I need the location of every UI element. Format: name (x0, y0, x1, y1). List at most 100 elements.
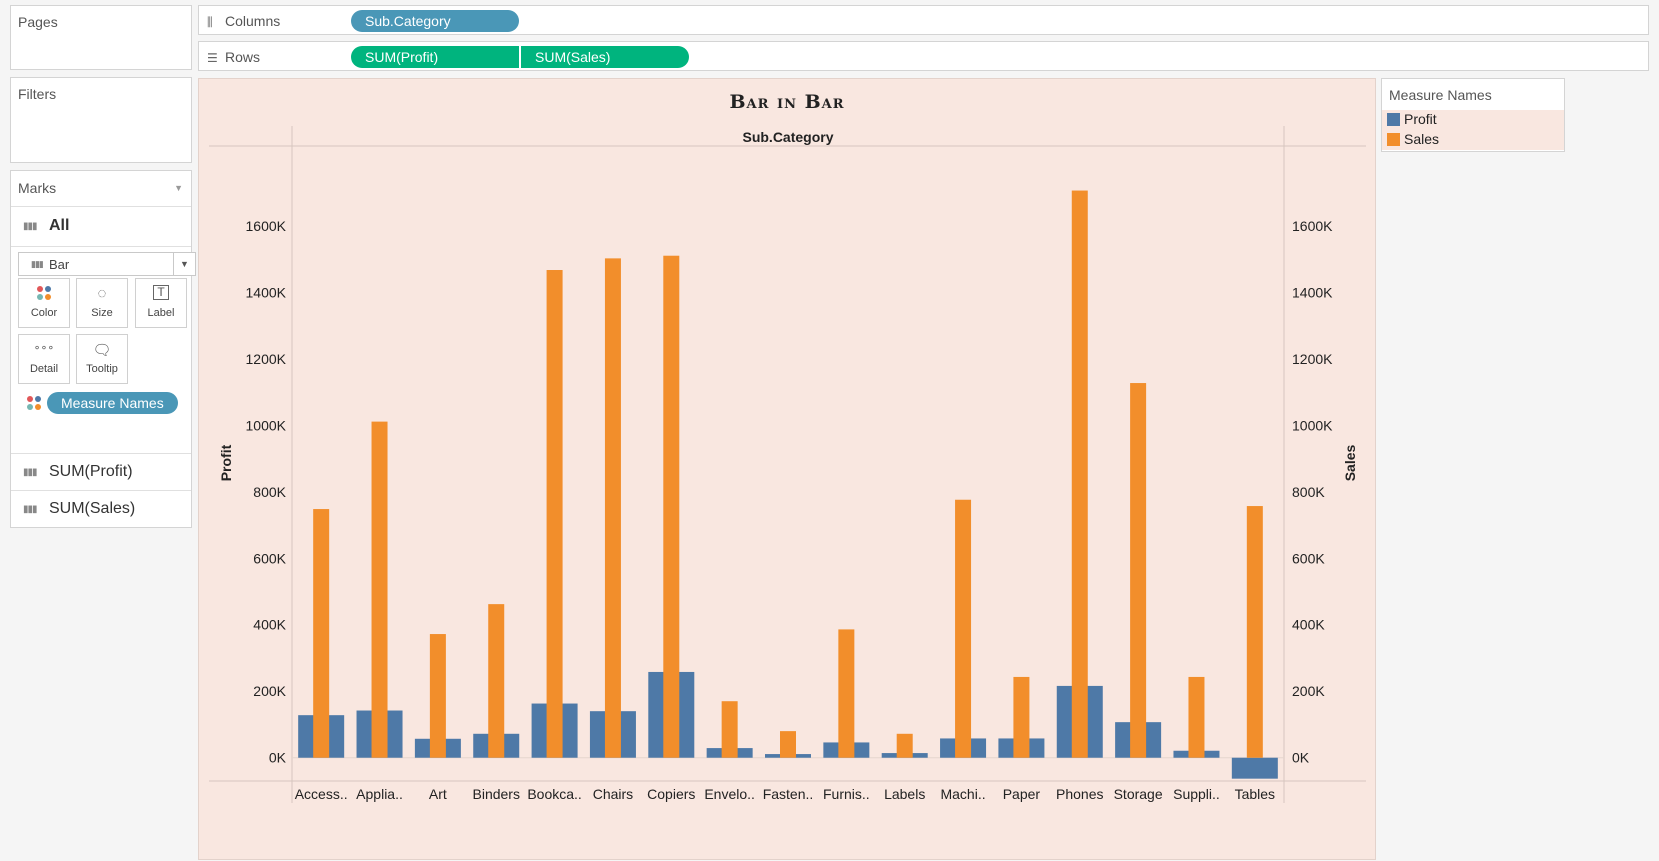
sum-profit-pill[interactable]: SUM(Profit) (351, 46, 519, 68)
label-button-label: Label (147, 307, 175, 319)
sales-bar (838, 629, 855, 758)
marks-card: Marks ▼ ▮▮▮ All ▮▮▮ Bar ▼ Color ◌ Size T… (10, 170, 196, 529)
marks-all-label: All (49, 217, 70, 234)
x-tick-label: Access.. (295, 786, 348, 802)
x-tick-label: Suppli.. (1173, 786, 1220, 802)
y-tick-left: 1400K (246, 284, 287, 300)
columns-shelf[interactable]: ⫼ Columns Sub.Category (198, 5, 1649, 35)
y-tick-left: 200K (253, 683, 286, 699)
y-tick-left: 1600K (246, 218, 287, 234)
sales-bar (896, 733, 913, 758)
legend-label-sales: Sales (1404, 131, 1440, 147)
marks-profit-label: SUM(Profit) (49, 463, 133, 480)
color-icon (19, 285, 69, 305)
legend-item-profit[interactable]: Profit (1382, 110, 1564, 130)
x-tick-label: Envelo.. (704, 786, 755, 802)
color-field-icon (26, 395, 42, 416)
legend-swatch-sales (1387, 133, 1400, 146)
bar-chart-icon: ▮▮▮ (23, 467, 37, 478)
sub-category-pill[interactable]: Sub.Category (351, 10, 519, 32)
legend-title: Measure Names (1389, 87, 1492, 103)
y-tick-right: 0K (1292, 750, 1310, 766)
x-tick-label: Tables (1235, 786, 1275, 802)
sales-bar (663, 255, 680, 758)
sales-bar (488, 604, 505, 758)
label-button[interactable]: T Label (135, 278, 187, 328)
sales-bar (1246, 506, 1263, 758)
mark-type-value: Bar (49, 257, 70, 272)
x-tick-label: Fasten.. (763, 786, 814, 802)
y-tick-right: 1600K (1292, 218, 1333, 234)
column-header: Sub.Category (742, 129, 833, 145)
filters-card-title: Filters (18, 86, 57, 102)
marks-profit-row[interactable]: ▮▮▮ SUM(Profit) (11, 453, 191, 491)
sales-bar (1188, 676, 1205, 758)
sum-sales-pill[interactable]: SUM(Sales) (521, 46, 689, 68)
y-tick-right: 1000K (1292, 417, 1333, 433)
legend-item-sales[interactable]: Sales (1382, 130, 1564, 150)
tooltip-icon: 🗨 (92, 342, 112, 359)
chart-view: Bar in Bar Sub.Category 0K 0K 200K 200K 400K 4… (198, 78, 1376, 860)
y-tick-left: 600K (253, 550, 286, 566)
x-tick-label: Binders (473, 786, 520, 802)
x-tick-label: Chairs (593, 786, 633, 802)
x-tick-label: Bookca.. (527, 786, 581, 802)
sales-bar (955, 499, 972, 758)
legend-label-profit: Profit (1404, 111, 1437, 127)
sales-bar (429, 634, 446, 758)
bar-chart-icon: ▮▮▮ (31, 259, 44, 269)
tooltip-button[interactable]: 🗨 Tooltip (76, 334, 128, 384)
chevron-down-icon[interactable]: ▼ (173, 253, 195, 275)
text-label-icon: T (136, 285, 186, 305)
filters-card[interactable]: Filters (10, 77, 192, 163)
x-tick-label: Paper (1003, 786, 1041, 802)
rows-shelf-label: ☰ Rows (207, 49, 260, 65)
sales-bar (546, 270, 563, 758)
x-tick-label: Copiers (647, 786, 695, 802)
y-tick-right: 800K (1292, 484, 1325, 500)
columns-shelf-label: ⫼ Columns (207, 13, 280, 30)
color-button-label: Color (30, 307, 58, 319)
y-tick-left: 1200K (246, 351, 287, 367)
marks-all-row[interactable]: ▮▮▮ All (11, 207, 191, 247)
sales-bar (721, 701, 738, 758)
marks-sales-label: SUM(Sales) (49, 500, 136, 517)
y-tick-left: 1000K (246, 417, 287, 433)
left-axis-title: Profit (218, 444, 234, 481)
x-tick-label: Labels (884, 786, 925, 802)
size-button[interactable]: ◌ Size (76, 278, 128, 328)
bar-chart-icon: ▮▮▮ (23, 221, 37, 232)
y-tick-right: 600K (1292, 550, 1325, 566)
sales-bar (780, 731, 796, 758)
columns-label-text: Columns (225, 13, 281, 29)
measure-names-legend: Measure Names Profit Sales (1381, 78, 1565, 152)
columns-icon: ⫼ (207, 15, 213, 29)
sales-bar (313, 509, 330, 758)
x-tick-label: Storage (1114, 786, 1163, 802)
rows-icon: ☰ (207, 51, 218, 65)
y-tick-right: 1400K (1292, 284, 1333, 300)
color-button[interactable]: Color (18, 278, 70, 328)
detail-button[interactable]: ∘∘∘ Detail (18, 334, 70, 384)
x-tick-label: Applia.. (356, 786, 403, 802)
mark-type-dropdown[interactable]: ▮▮▮ Bar ▼ (18, 252, 196, 276)
marks-title: Marks (18, 180, 57, 196)
x-tick-label: Furnis.. (823, 786, 870, 802)
right-axis-title: Sales (1342, 444, 1358, 481)
y-tick-left: 0K (269, 750, 287, 766)
profit-bar (1231, 757, 1278, 779)
pages-card[interactable]: Pages (10, 5, 192, 70)
measure-names-pill[interactable]: Measure Names (47, 392, 178, 414)
marks-menu-icon[interactable]: ▼ (174, 183, 183, 193)
marks-header: Marks ▼ (11, 171, 191, 207)
sales-bar (1071, 190, 1088, 758)
sales-bar (604, 258, 621, 758)
legend-swatch-profit (1387, 113, 1400, 126)
y-tick-left: 800K (253, 484, 286, 500)
marks-sales-row[interactable]: ▮▮▮ SUM(Sales) (11, 491, 191, 529)
sales-bar (1013, 676, 1030, 758)
y-tick-right: 200K (1292, 683, 1325, 699)
rows-label-text: Rows (225, 49, 261, 65)
sales-bar (1130, 383, 1147, 758)
rows-shelf[interactable]: ☰ Rows SUM(Profit) SUM(Sales) (198, 41, 1649, 71)
